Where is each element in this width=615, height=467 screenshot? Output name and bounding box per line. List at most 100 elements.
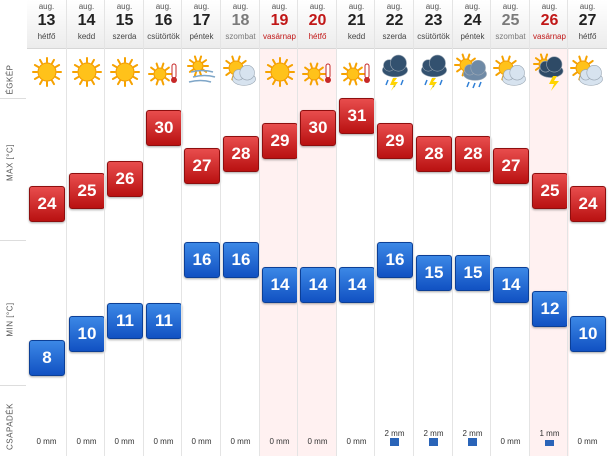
max-temp-tile: 30 [146, 110, 182, 146]
sunny-icon [71, 57, 102, 87]
precip-label: 0 mm [76, 437, 97, 446]
hot-sun-icon [340, 62, 370, 86]
precip-label: 0 mm [269, 437, 290, 446]
min-temp-tile: 16 [223, 242, 259, 278]
max-temp-tile: 30 [300, 110, 336, 146]
partly-cloudy-icon [222, 55, 256, 86]
month-label: aug. [386, 2, 403, 11]
day-header: aug. 22 szerda [375, 0, 414, 49]
max-temp-tile: 28 [416, 136, 452, 172]
thunderstorm-icon [381, 54, 408, 91]
min-temp-tile: 11 [146, 303, 182, 339]
max-temp-tile: 27 [184, 148, 220, 184]
month-label: aug. [78, 2, 95, 11]
day-number: 24 [463, 12, 482, 29]
day-header: aug. 20 hétfő [298, 0, 337, 49]
precip-label: 0 mm [346, 437, 367, 446]
day-of-week: kedd [347, 32, 366, 41]
max-temp-tile: 29 [377, 123, 413, 159]
day-of-week: hétfő [308, 32, 327, 41]
month-label: aug. [541, 2, 558, 11]
max-temp-tile: 26 [107, 161, 143, 197]
month-label: aug. [425, 2, 442, 11]
day-number: 21 [347, 12, 366, 29]
day-number: 18 [231, 12, 250, 29]
day-column: aug. 27 hétfő 24 10 0 mm [567, 0, 607, 456]
precip-label: 0 mm [153, 437, 174, 446]
precip-bar [545, 440, 554, 446]
day-of-week: vasárnap [533, 32, 566, 41]
month-label: aug. [271, 2, 288, 11]
month-label: aug. [116, 2, 133, 11]
day-number: 27 [578, 12, 597, 29]
max-temp-tile: 25 [69, 173, 105, 209]
day-column: aug. 23 csütörtök 28 15 2 mm [413, 0, 453, 456]
day-header: aug. 13 hétfő [27, 0, 66, 49]
max-temp-tile: 25 [532, 173, 568, 209]
day-header: aug. 15 szerda [105, 0, 144, 49]
day-of-week: péntek [460, 32, 485, 41]
min-temp-tile: 10 [570, 316, 606, 352]
partly-cloudy-icon [492, 55, 526, 86]
day-number: 15 [115, 12, 134, 29]
day-header: aug. 18 szombat [221, 0, 260, 49]
day-header: aug. 16 csütörtök [144, 0, 183, 49]
day-of-week: vasárnap [263, 32, 296, 41]
month-label: aug. [193, 2, 210, 11]
day-header: aug. 14 kedd [67, 0, 106, 49]
day-header: aug. 21 kedd [337, 0, 376, 49]
day-column: aug. 19 vasárnap 29 14 0 mm [259, 0, 299, 456]
min-axis-label: MIN [°C] [5, 302, 15, 337]
day-column: aug. 15 szerda 26 11 0 mm [104, 0, 144, 456]
sky-divider [0, 98, 26, 99]
day-number: 14 [77, 12, 96, 29]
day-column: aug. 25 szombat 27 14 0 mm [490, 0, 530, 456]
day-number: 25 [501, 12, 520, 29]
day-of-week: csütörtök [147, 32, 180, 41]
day-column: aug. 24 péntek 28 15 2 mm [452, 0, 492, 456]
max-temp-tile: 27 [493, 148, 529, 184]
day-header: aug. 17 péntek [182, 0, 221, 49]
day-column: aug. 26 vasárnap 25 12 1 mm [529, 0, 569, 456]
day-column: aug. 13 hétfő 24 8 0 mm [27, 0, 66, 456]
precip-label: 0 mm [577, 437, 598, 446]
day-header: aug. 25 szombat [491, 0, 530, 49]
precip-label: 2 mm [462, 429, 483, 438]
min-temp-tile: 14 [262, 267, 298, 303]
day-number: 26 [540, 12, 559, 29]
sunny-icon [31, 57, 62, 87]
day-of-week: kedd [77, 32, 96, 41]
day-number: 20 [308, 12, 327, 29]
day-number: 17 [192, 12, 211, 29]
max-axis-label: MAX [°C] [5, 144, 15, 181]
min-temp-tile: 16 [184, 242, 220, 278]
partly-cloudy-icon [569, 55, 603, 86]
day-of-week: szerda [382, 32, 407, 41]
min-temp-tile: 14 [339, 267, 375, 303]
day-number: 13 [37, 12, 56, 29]
day-number: 22 [385, 12, 404, 29]
precip-divider [0, 385, 26, 386]
month-label: aug. [155, 2, 172, 11]
storm-lightning-icon [532, 53, 563, 91]
precip-bar [468, 438, 477, 446]
day-header: aug. 26 vasárnap [530, 0, 569, 49]
max-temp-tile: 28 [223, 136, 259, 172]
sky-axis-label: ÉGKÉP [5, 64, 15, 95]
precip-label: 0 mm [114, 437, 135, 446]
precip-label: 2 mm [384, 429, 405, 438]
precip-bar [429, 438, 438, 446]
day-column: aug. 20 hétfő 30 14 0 mm [297, 0, 337, 456]
sunny-icon [264, 57, 295, 87]
day-of-week: szombat [225, 32, 256, 41]
max-temp-tile: 24 [570, 186, 606, 222]
hot-sun-icon [301, 62, 331, 86]
day-header: aug. 27 hétfő [568, 0, 607, 49]
day-column: aug. 22 szerda 29 16 2 mm [374, 0, 414, 456]
precip-label: 0 mm [500, 437, 521, 446]
min-temp-tile: 12 [532, 291, 568, 327]
precip-label: 0 mm [36, 437, 57, 446]
day-number: 19 [270, 12, 289, 29]
month-label: aug. [309, 2, 326, 11]
day-column: aug. 21 kedd 31 14 0 mm [336, 0, 376, 456]
